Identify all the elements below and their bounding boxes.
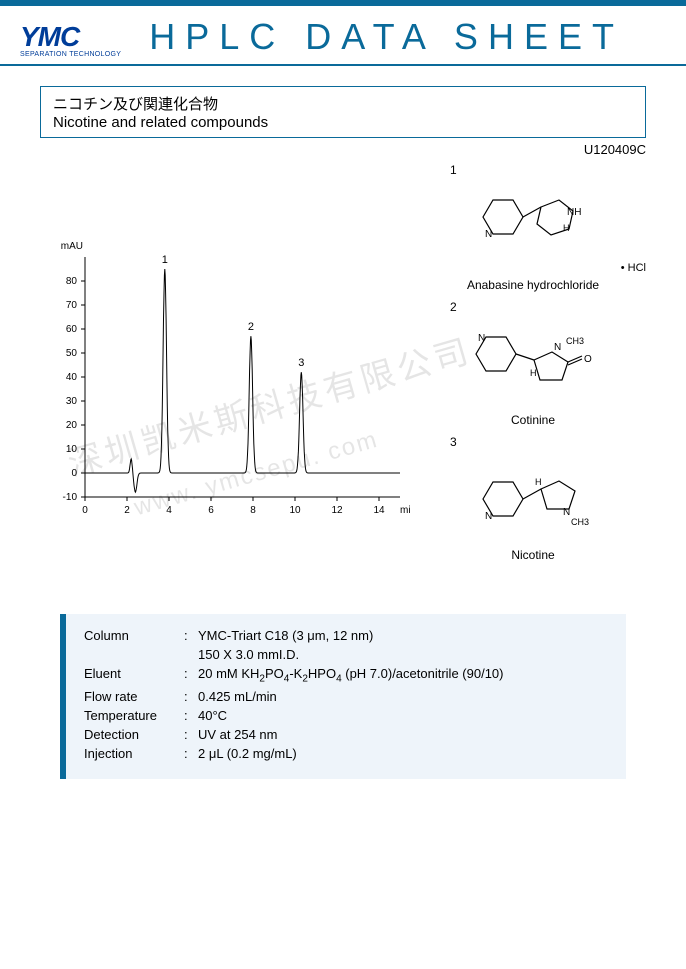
- condition-colon: :: [184, 666, 198, 685]
- svg-text:20: 20: [66, 420, 78, 431]
- svg-text:H: H: [563, 223, 570, 233]
- logo-main-text: YMC: [20, 23, 79, 51]
- anabasine-structure: N NH H: [463, 167, 603, 257]
- structures-column: 1NNHH• HClAnabasine hydrochloride2NNCH3O…: [410, 167, 656, 574]
- svg-text:30: 30: [66, 396, 78, 407]
- condition-value: UV at 254 nm: [198, 727, 278, 742]
- structure-2: 2NNCH3OHCotinine: [410, 304, 656, 427]
- condition-value: 40°C: [198, 708, 227, 723]
- svg-text:8: 8: [250, 505, 256, 516]
- svg-text:N: N: [563, 507, 570, 518]
- svg-text:80: 80: [66, 276, 78, 287]
- svg-text:NH: NH: [567, 207, 581, 218]
- condition-row: Flow rate:0.425 mL/min: [84, 689, 608, 704]
- condition-value: YMC-Triart C18 (3 μm, 12 nm): [198, 628, 373, 643]
- svg-text:0: 0: [71, 468, 77, 479]
- condition-label: [84, 647, 184, 662]
- svg-text:14: 14: [373, 505, 385, 516]
- svg-text:6: 6: [208, 505, 214, 516]
- title-japanese: ニコチン及び関連化合物: [53, 93, 633, 114]
- svg-text:H: H: [530, 368, 537, 378]
- condition-value: 0.425 mL/min: [198, 689, 277, 704]
- condition-row: Temperature:40°C: [84, 708, 608, 723]
- condition-row: Injection:2 μL (0.2 mg/mL): [84, 746, 608, 761]
- svg-text:1: 1: [162, 254, 168, 266]
- condition-value: 20 mM KH2PO4-K2HPO4 (pH 7.0)/acetonitril…: [198, 666, 503, 685]
- svg-text:4: 4: [166, 505, 172, 516]
- svg-text:CH3: CH3: [571, 517, 589, 527]
- structure-name: Anabasine hydrochloride: [410, 278, 656, 292]
- svg-text:10: 10: [66, 444, 78, 455]
- svg-text:40: 40: [66, 372, 78, 383]
- svg-text:3: 3: [298, 357, 304, 369]
- condition-row: Eluent:20 mM KH2PO4-K2HPO4 (pH 7.0)/acet…: [84, 666, 608, 685]
- condition-value: 2 μL (0.2 mg/mL): [198, 746, 297, 761]
- svg-text:50: 50: [66, 348, 78, 359]
- structure-number: 3: [450, 435, 457, 449]
- svg-text:CH3: CH3: [566, 336, 584, 346]
- condition-label: Eluent: [84, 666, 184, 685]
- structure-number: 2: [450, 300, 457, 314]
- conditions-box: Column:YMC-Triart C18 (3 μm, 12 nm)150 X…: [60, 614, 626, 779]
- svg-text:N: N: [485, 229, 492, 240]
- svg-text:mAU: mAU: [61, 241, 83, 252]
- structure-salt: • HCl: [410, 262, 656, 274]
- conditions-content: Column:YMC-Triart C18 (3 μm, 12 nm)150 X…: [66, 614, 626, 779]
- condition-colon: :: [184, 689, 198, 704]
- condition-colon: :: [184, 727, 198, 742]
- condition-label: Flow rate: [84, 689, 184, 704]
- main-content: -1001020304050607080mAU02468101214 min12…: [0, 167, 686, 574]
- chromatogram: -1001020304050607080mAU02468101214 min12…: [30, 167, 410, 527]
- structure-name: Cotinine: [410, 413, 656, 427]
- svg-text:12: 12: [331, 505, 343, 516]
- svg-text:N: N: [478, 333, 485, 344]
- svg-text:10: 10: [289, 505, 301, 516]
- svg-text:70: 70: [66, 300, 78, 311]
- condition-colon: :: [184, 746, 198, 761]
- condition-label: Column: [84, 628, 184, 643]
- condition-value: 150 X 3.0 mmI.D.: [198, 647, 299, 662]
- condition-row: 150 X 3.0 mmI.D.: [84, 647, 608, 662]
- chromatogram-cell: -1001020304050607080mAU02468101214 min12…: [30, 167, 410, 574]
- svg-text:min: min: [400, 505, 410, 516]
- svg-text:60: 60: [66, 324, 78, 335]
- svg-text:O: O: [584, 354, 592, 365]
- compound-title-box: ニコチン及び関連化合物 Nicotine and related compoun…: [40, 86, 646, 138]
- condition-label: Temperature: [84, 708, 184, 723]
- condition-row: Column:YMC-Triart C18 (3 μm, 12 nm): [84, 628, 608, 643]
- structure-1: 1NNHH• HClAnabasine hydrochloride: [410, 167, 656, 292]
- svg-text:2: 2: [124, 505, 130, 516]
- structure-name: Nicotine: [410, 548, 656, 562]
- condition-colon: :: [184, 628, 198, 643]
- condition-label: Injection: [84, 746, 184, 761]
- condition-row: Detection:UV at 254 nm: [84, 727, 608, 742]
- svg-text:-10: -10: [63, 492, 78, 503]
- title-english: Nicotine and related compounds: [53, 114, 633, 131]
- condition-colon: [184, 647, 198, 662]
- cotinine-structure: N N CH3O H: [458, 304, 608, 404]
- svg-text:H: H: [535, 477, 542, 487]
- sheet-code: U120409C: [40, 142, 646, 157]
- header-underline: [0, 64, 686, 66]
- logo-sub-text: SEPARATION TECHNOLOGY: [20, 51, 121, 58]
- page-title: HPLC DATA SHEET: [149, 16, 624, 58]
- condition-colon: :: [184, 708, 198, 723]
- nicotine-structure: NNCH3H: [463, 439, 603, 539]
- structure-number: 1: [450, 163, 457, 177]
- header: YMC SEPARATION TECHNOLOGY HPLC DATA SHEE…: [0, 6, 686, 60]
- condition-label: Detection: [84, 727, 184, 742]
- svg-text:N: N: [485, 511, 492, 522]
- ymc-logo: YMC SEPARATION TECHNOLOGY: [20, 23, 121, 58]
- svg-text:2: 2: [248, 321, 254, 333]
- svg-text:0: 0: [82, 505, 88, 516]
- svg-text:N: N: [554, 342, 561, 353]
- structure-3: 3NNCH3HNicotine: [410, 439, 656, 562]
